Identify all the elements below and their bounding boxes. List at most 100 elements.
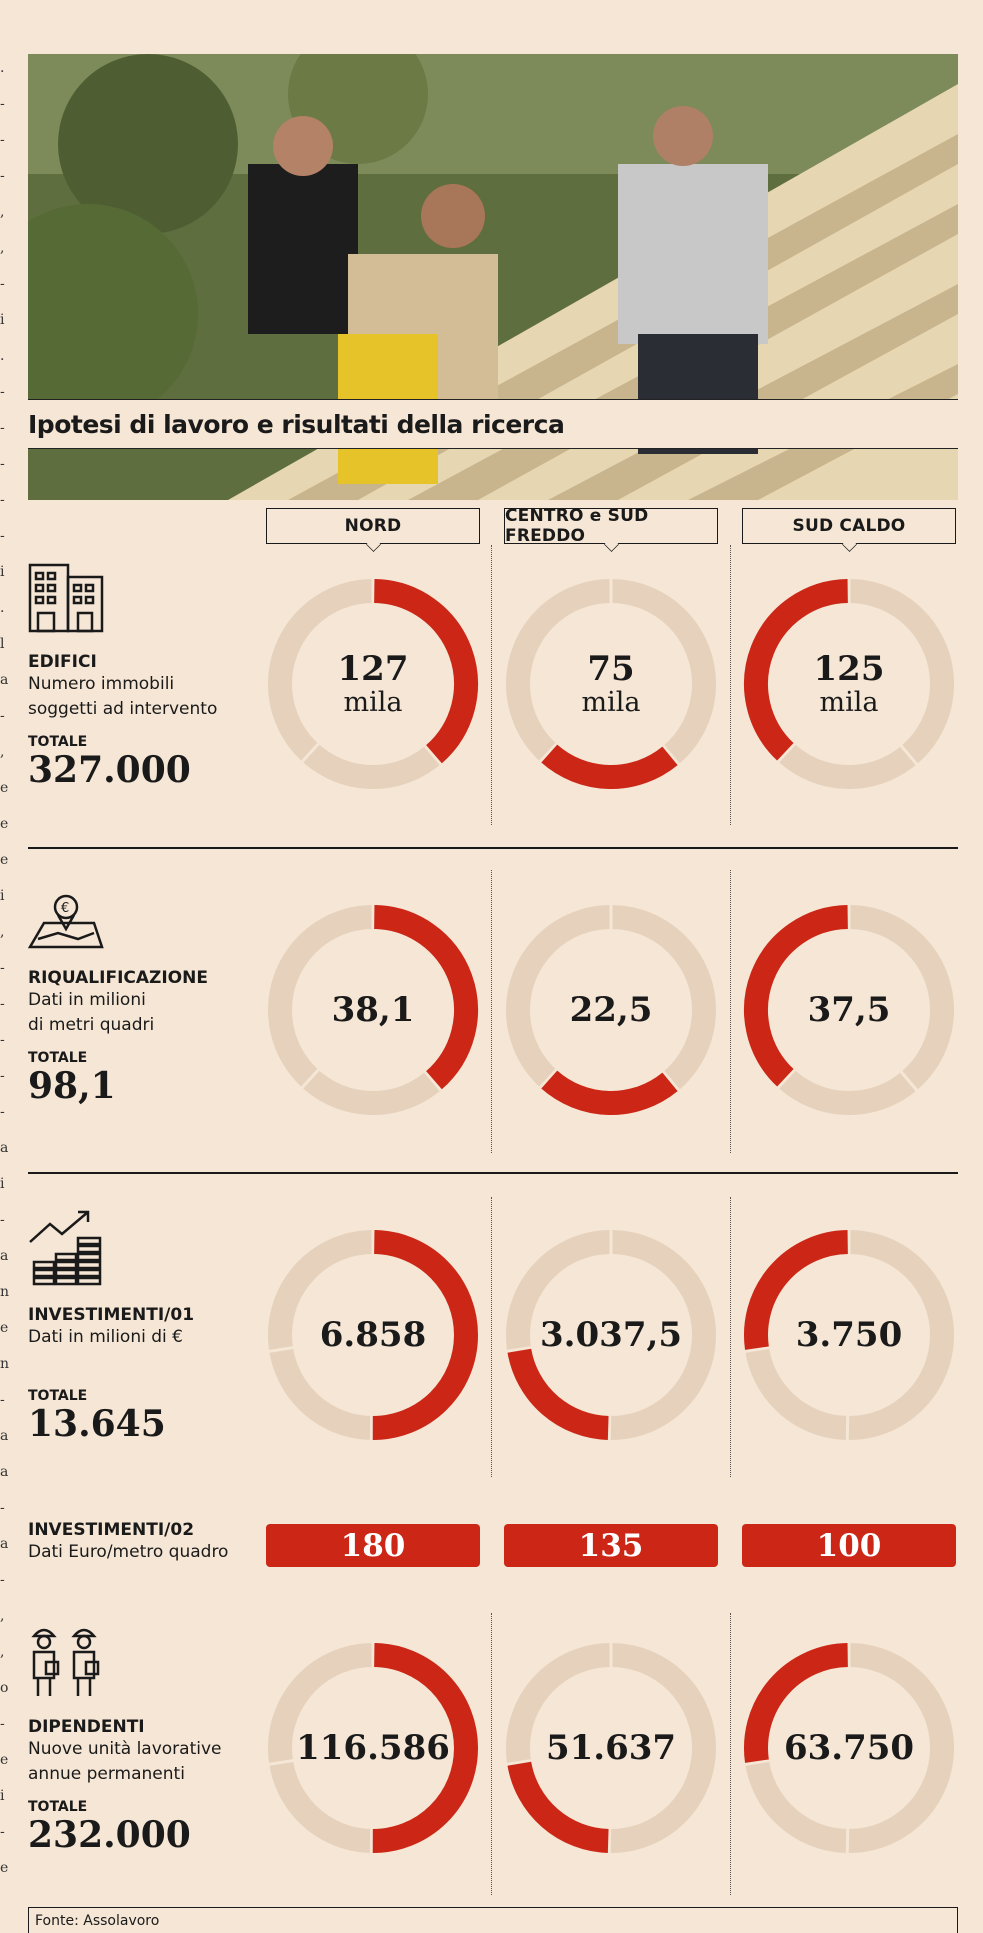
slice-separator	[661, 744, 681, 766]
column-divider	[730, 870, 731, 1153]
article-fragment-glyph: e	[0, 780, 9, 796]
data-label: 75	[587, 649, 635, 689]
source-note: Fonte: Assolavoro	[28, 1907, 958, 1933]
donut-value: 75 mila	[504, 577, 718, 791]
slice-separator	[268, 1758, 295, 1766]
data-label: 116.586	[296, 1728, 450, 1768]
donut-value: 125 mila	[742, 577, 956, 791]
donut-chart: 116.586	[266, 1641, 480, 1855]
metric-title: RIQUALIFICAZIONE	[28, 968, 208, 988]
total-value: 232.000	[28, 1814, 191, 1856]
metric-title: DIPENDENTI	[28, 1717, 145, 1737]
total-value: 327.000	[28, 749, 191, 791]
slice-separator	[268, 1345, 295, 1353]
price-per-sqm-pill: 180	[266, 1524, 480, 1567]
metric-description: Dati in milioni di €	[28, 1327, 183, 1347]
data-label: 51.637	[545, 1728, 677, 1768]
donut-chart: 37,5	[742, 903, 956, 1117]
article-fragment-glyph: -	[0, 1212, 5, 1228]
growth-coins-icon	[28, 1210, 258, 1291]
article-fragment-glyph: .	[0, 600, 5, 616]
donut-slice-nord	[373, 579, 478, 764]
subtitle-bar: Ipotesi di lavoro e risultati della rice…	[28, 399, 958, 449]
data-label: 22,5	[569, 990, 653, 1030]
article-fragment-glyph: a	[0, 672, 9, 688]
metric-riqualificazione: € RIQUALIFICAZIONE Dati in milioni di me…	[27, 893, 258, 1107]
total-value: 13.645	[28, 1403, 166, 1445]
article-fragment-glyph: a	[0, 1428, 9, 1444]
donut-chart: 75 mila	[504, 577, 718, 791]
article-fragment-glyph: -	[0, 1032, 5, 1048]
donut-value: 38,1	[266, 903, 480, 1117]
metric-description: Numero immobili	[28, 674, 175, 694]
slice-separator	[538, 1068, 559, 1090]
region-header-centro-sud-freddo: CENTRO e SUD FREDDO	[504, 506, 718, 546]
map-euro-pin-icon: €	[27, 893, 258, 954]
donut-slice-sud-caldo	[744, 1643, 849, 1763]
article-fragment-glyph: -	[0, 1716, 5, 1732]
metric-description: Dati in milioni	[28, 990, 146, 1010]
workers-icon	[28, 1622, 258, 1703]
column-divider	[491, 545, 492, 825]
donut-value: 6.858	[266, 1228, 480, 1442]
data-label: 6.858	[319, 1315, 427, 1355]
article-fragment-glyph: i	[0, 1176, 5, 1192]
column-divider	[730, 1197, 731, 1477]
metric-description: di metri quadri	[28, 1015, 155, 1035]
donut-chart: 125 mila	[742, 577, 956, 791]
donut-svg	[506, 578, 716, 789]
donut-chart: 51.637	[504, 1641, 718, 1855]
article-fragment-glyph: ,	[0, 744, 5, 760]
article-fragment-glyph: l	[0, 636, 5, 652]
region-header-sud-caldo: SUD CALDO	[742, 508, 956, 544]
metric-title: EDIFICI	[28, 652, 97, 672]
data-label: 127	[337, 649, 409, 689]
article-fragment-glyph: -	[0, 456, 5, 472]
metric-description: annue permanenti	[28, 1764, 185, 1784]
price-per-sqm-pill: 100	[742, 1524, 956, 1567]
article-fragment-glyph: o	[0, 1680, 9, 1696]
donut-svg	[268, 1642, 478, 1855]
article-fragment-glyph: a	[0, 1536, 9, 1552]
article-fragment-glyph: a	[0, 1464, 9, 1480]
article-fragment-glyph: e	[0, 816, 9, 832]
svg-text:€: €	[61, 901, 69, 916]
article-fragment-glyph: -	[0, 1572, 5, 1588]
total-value: 98,1	[28, 1065, 116, 1107]
slice-separator	[776, 1068, 797, 1090]
price-per-sqm-pill: 135	[504, 1524, 718, 1567]
donut-value: 37,5	[742, 903, 956, 1117]
total-label: TOTALE	[28, 734, 88, 750]
metric-description: soggetti ad intervento	[28, 699, 218, 719]
article-fragment-glyph: n	[0, 1356, 10, 1372]
article-fragment-glyph: e	[0, 852, 9, 868]
article-fragment-glyph: e	[0, 1752, 9, 1768]
donut-slice-nord	[373, 905, 478, 1090]
donut-chart: 22,5	[504, 903, 718, 1117]
article-fragment-glyph: -	[0, 960, 5, 976]
column-divider	[491, 1197, 492, 1477]
slice-separator	[423, 744, 443, 766]
article-fragment-glyph: -	[0, 276, 5, 292]
article-fragment-glyph: ,	[0, 1608, 5, 1624]
donut-slice-sud-caldo	[744, 1230, 849, 1350]
article-fragment-glyph: -	[0, 132, 5, 148]
article-fragment-glyph: -	[0, 492, 5, 508]
metric-title: INVESTIMENTI/02	[28, 1520, 195, 1540]
article-fragment-glyph: i	[0, 1788, 5, 1804]
slice-separator	[423, 1070, 443, 1092]
metric-description: Nuove unità lavorative	[28, 1739, 222, 1759]
article-fragment-glyph: ,	[0, 924, 5, 940]
column-divider	[491, 1613, 492, 1895]
column-divider	[491, 870, 492, 1153]
data-label: 38,1	[331, 990, 415, 1030]
chart-subtitle: Ipotesi di lavoro e risultati della rice…	[28, 409, 565, 439]
donut-svg	[506, 904, 716, 1115]
donut-slice-nord	[372, 1230, 478, 1441]
article-fragment-glyph: -	[0, 1500, 5, 1516]
donut-svg	[744, 1229, 954, 1442]
donut-svg	[506, 1642, 716, 1855]
slice-separator	[506, 1345, 533, 1353]
article-fragment-glyph: n	[0, 1284, 10, 1300]
